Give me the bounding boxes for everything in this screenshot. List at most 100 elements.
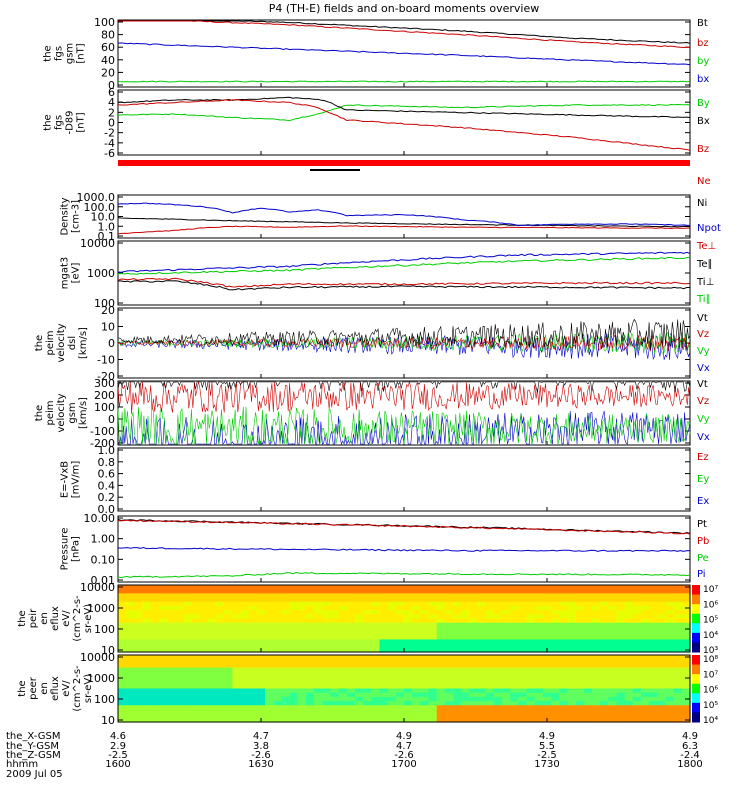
panel-10-heat-cell — [216, 717, 225, 723]
panel-9-heat-cell — [191, 589, 201, 594]
panel-10-heat-cell — [118, 692, 127, 698]
panel-9-heat-cell — [444, 631, 454, 636]
panel-9-heat-cell — [559, 618, 569, 624]
panel-10-heat-cell — [387, 675, 397, 681]
panel-9-heat-cell — [330, 639, 340, 645]
panel-9-heat-cell — [240, 635, 250, 641]
panel-10-heat-cell — [207, 713, 217, 719]
panel-9-heat-cell — [600, 585, 609, 590]
panel-9-heat-cell — [673, 589, 683, 594]
panel-10-heat-cell — [191, 671, 201, 677]
panel-10-heat-cell — [330, 713, 340, 719]
panel-9-heat-cell — [183, 639, 193, 645]
panel-9-heat-cell — [273, 610, 283, 615]
panel-9-heat-cell — [461, 593, 470, 599]
panel-10-heat-cell — [134, 701, 144, 706]
panel-6-noise-series — [117, 380, 691, 414]
panel-9-heat-cell — [150, 610, 160, 615]
panel-9-heat-cell — [559, 643, 569, 649]
panel-9-heat-cell — [379, 622, 389, 628]
panel-10-heat-cell — [273, 701, 283, 706]
panel-10-heat-cell — [624, 688, 634, 694]
panel-9-heat-cell — [314, 647, 323, 653]
panel-10-heat-cell — [657, 684, 667, 690]
panel-10-heat-cell — [567, 688, 577, 694]
panel-9-heat-cell — [485, 601, 495, 607]
panel-10-heat-cell — [330, 659, 340, 664]
panel-9-heat-cell — [363, 589, 372, 594]
panel-10-heat-cell — [346, 709, 356, 715]
panel-9-heat-cell — [412, 614, 421, 620]
panel-10-heat-cell — [567, 663, 577, 669]
panel-9-heat-cell — [387, 597, 397, 603]
panel-10-heat-cell — [493, 667, 503, 673]
panel-10-heat-cell — [158, 671, 168, 677]
panel-9-heat-cell — [216, 593, 225, 599]
panel-10-heat-cell — [395, 684, 405, 690]
panel-9-heat-cell — [158, 597, 168, 603]
panel-9-heat-cell — [126, 647, 135, 653]
panel-9-heat-cell — [175, 643, 184, 649]
panel-10-heat-cell — [265, 696, 274, 702]
panel-9-heat-cell — [183, 643, 193, 649]
panel-9-heat-cell — [640, 605, 650, 611]
panel-9-heat-cell — [240, 639, 250, 645]
panel-10-heat-cell — [305, 667, 315, 673]
panel-10-heat-cell — [118, 705, 127, 711]
panel-10-heat-cell — [142, 675, 152, 681]
panel-10-heat-cell — [281, 675, 291, 681]
panel-9-heat-cell — [485, 593, 495, 599]
panel-10-heat-cell — [175, 667, 184, 673]
panel-9-heat-cell — [420, 622, 430, 628]
panel-9-heat-cell — [477, 605, 487, 611]
panel-10-heat-cell — [567, 701, 577, 706]
panel-9-heat-cell — [150, 593, 160, 599]
panel-9-heat-cell — [256, 610, 266, 615]
panel-10-heat-cell — [526, 655, 536, 660]
panel-10-heat-cell — [354, 692, 364, 698]
panel-9-heat-cell — [150, 626, 160, 632]
panel-10-heat-cell — [322, 675, 332, 681]
panel-10-heat-cell — [338, 701, 348, 706]
panel-10-heat-cell — [232, 675, 242, 681]
panel-9-heat-cell — [150, 601, 160, 607]
panel-9-heat-cell — [477, 631, 487, 636]
panel-9-heat-cell — [444, 626, 454, 632]
panel-9-heat-cell — [453, 626, 462, 632]
panel-10-heat-cell — [657, 713, 667, 719]
panel-10-heat-cell — [126, 709, 135, 715]
panel-9-heat-cell — [640, 589, 650, 594]
panel-10-heat-cell — [534, 705, 544, 711]
panel-9-heat-cell — [428, 589, 438, 594]
panel-9-heat-cell — [175, 610, 184, 615]
panel-9-heat-cell — [338, 635, 348, 641]
panel-10-heat-cell — [412, 671, 421, 677]
panel-9-heat-cell — [240, 589, 250, 594]
panel-10-heat-cell — [158, 655, 168, 660]
panel-9-heat-cell — [126, 601, 135, 607]
panel-9-heat-cell — [232, 631, 242, 636]
panel-10-heat-cell — [428, 663, 438, 669]
panel-9-heat-cell — [526, 597, 536, 603]
panel-10-heat-cell — [649, 671, 658, 677]
panel-10-heat-cell — [191, 675, 201, 681]
panel-10-heat-cell — [575, 680, 585, 685]
panel-9-heat-cell — [518, 585, 528, 590]
panel-9-heat-cell — [314, 622, 323, 628]
panel-9-heat-cell — [240, 647, 250, 653]
panel-5-ylabel: the — [34, 335, 45, 351]
panel-10-heat-cell — [175, 688, 184, 694]
panel-9-heat-cell — [681, 631, 691, 636]
panel-10-heat-cell — [273, 696, 283, 702]
panel-9-heat-cell — [542, 597, 552, 603]
panel-9-heat-cell — [199, 610, 209, 615]
panel-9-heat-cell — [240, 618, 250, 624]
panel-9-heat-cell — [183, 585, 193, 590]
panel-10-heat-cell — [404, 692, 413, 698]
panel-9-heat-cell — [624, 614, 634, 620]
panel-10-heat-cell — [444, 692, 454, 698]
panel-9-heat-cell — [567, 626, 577, 632]
panel-7-legend-1: Ez — [697, 452, 709, 463]
panel-10-heat-cell — [575, 675, 585, 681]
panel-10-heat-cell — [616, 671, 626, 677]
